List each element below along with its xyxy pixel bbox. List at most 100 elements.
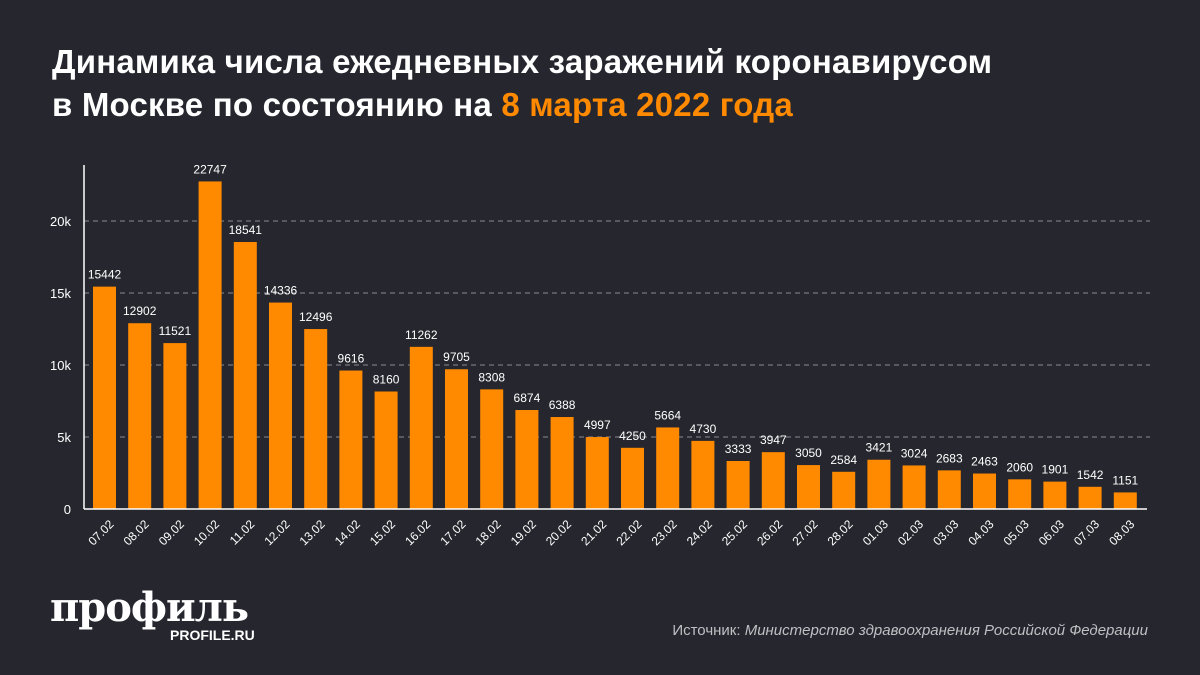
bar — [515, 410, 539, 509]
data-label: 12902 — [123, 304, 157, 318]
bar — [163, 343, 187, 509]
data-label: 11521 — [159, 324, 192, 338]
data-label: 18541 — [229, 223, 263, 237]
bar — [128, 323, 152, 509]
data-label: 3333 — [725, 442, 752, 456]
bar — [304, 329, 328, 509]
data-label: 8160 — [373, 372, 400, 386]
x-tick-label: 17.02 — [437, 517, 468, 548]
data-label: 12496 — [299, 310, 333, 324]
x-tick-label: 02.03 — [895, 517, 926, 548]
x-tick-label: 12.02 — [261, 517, 292, 548]
bar — [445, 369, 468, 509]
x-tick-label: 15.02 — [367, 517, 398, 548]
profile-logo: профиль — [50, 584, 249, 631]
x-tick-label: 20.02 — [543, 517, 574, 548]
data-label: 1901 — [1042, 463, 1069, 477]
bar — [550, 417, 574, 509]
x-tick-label: 22.02 — [613, 517, 644, 548]
data-label: 11262 — [405, 328, 438, 342]
data-label: 8308 — [478, 370, 505, 384]
x-tick-label: 16.02 — [402, 517, 433, 548]
bar — [832, 471, 856, 509]
x-tick-label: 08.03 — [1106, 517, 1137, 548]
chart-title: Динамика числа ежедневных заражений коро… — [52, 40, 992, 126]
x-tick-label: 09.02 — [156, 517, 187, 548]
data-label: 2683 — [936, 451, 963, 465]
bar — [621, 447, 644, 509]
data-label: 15442 — [88, 268, 122, 282]
source-label: Источник: — [672, 622, 745, 639]
bar — [1078, 486, 1102, 509]
data-label: 4997 — [584, 418, 611, 432]
data-label: 9705 — [443, 350, 470, 364]
data-label: 6388 — [549, 398, 576, 412]
x-tick-label: 13.02 — [297, 517, 328, 548]
y-tick-label: 5k — [57, 430, 71, 445]
title-line-2: в Москве по состоянию на 8 марта 2022 го… — [52, 83, 992, 126]
y-tick-label: 15k — [50, 286, 71, 301]
x-tick-label: 07.02 — [85, 517, 116, 548]
data-label: 2060 — [1006, 460, 1033, 474]
data-label: 1542 — [1077, 468, 1104, 482]
bar — [409, 346, 433, 509]
x-tick-label: 05.03 — [1001, 517, 1032, 548]
bar — [198, 181, 222, 509]
data-label: 3421 — [866, 441, 893, 455]
x-tick-label: 27.02 — [789, 517, 820, 548]
bar — [480, 389, 504, 509]
y-tick-label: 10k — [50, 358, 71, 373]
x-tick-label: 26.02 — [754, 517, 785, 548]
x-tick-label: 03.03 — [930, 517, 961, 548]
x-tick-label: 19.02 — [508, 517, 539, 548]
x-tick-label: 25.02 — [719, 517, 750, 548]
x-tick-label: 08.02 — [121, 517, 152, 548]
bar — [1043, 481, 1067, 509]
x-tick-label: 07.03 — [1071, 517, 1102, 548]
y-tick-label: 20k — [50, 214, 71, 229]
data-label: 3050 — [795, 446, 822, 460]
data-label: 4250 — [619, 429, 646, 443]
data-label: 2584 — [830, 453, 857, 467]
x-tick-label: 06.03 — [1036, 517, 1067, 548]
bar — [973, 473, 996, 509]
bar — [233, 242, 257, 510]
source-value: Министерство здравоохранения Российской … — [744, 622, 1148, 639]
title-prefix: в Москве по состоянию на — [52, 86, 502, 123]
bar — [726, 461, 750, 509]
y-tick-label: 0 — [64, 502, 71, 517]
data-label: 6874 — [514, 391, 541, 405]
bar — [691, 440, 715, 509]
bar — [1008, 479, 1032, 509]
bar — [93, 286, 116, 509]
bar — [656, 427, 680, 509]
bar — [339, 370, 363, 509]
data-label: 5664 — [654, 408, 681, 422]
data-label: 4730 — [690, 422, 717, 436]
bar — [797, 465, 820, 509]
data-label: 22747 — [193, 162, 227, 176]
x-tick-label: 01.03 — [860, 517, 891, 548]
source-note: Источник: Министерство здравоохранения Р… — [672, 622, 1148, 639]
profile-logo-url: PROFILE.RU — [170, 627, 255, 643]
data-label: 2463 — [971, 455, 998, 469]
data-label: 9616 — [338, 352, 365, 366]
x-tick-label: 24.02 — [684, 517, 715, 548]
x-tick-label: 21.02 — [578, 517, 609, 548]
bar — [1113, 492, 1137, 509]
bar — [761, 452, 785, 509]
bar — [902, 465, 926, 509]
data-label: 3024 — [901, 446, 928, 460]
title-date: 8 марта 2022 года — [501, 86, 793, 123]
bar — [585, 437, 609, 509]
x-tick-label: 28.02 — [825, 517, 856, 548]
x-tick-label: 23.02 — [649, 517, 680, 548]
x-tick-label: 18.02 — [473, 517, 504, 548]
bar — [867, 459, 891, 509]
data-label: 3947 — [760, 433, 787, 447]
x-tick-label: 11.02 — [227, 517, 258, 548]
bar — [374, 391, 398, 509]
x-tick-label: 04.03 — [965, 517, 996, 548]
bar — [937, 470, 961, 509]
